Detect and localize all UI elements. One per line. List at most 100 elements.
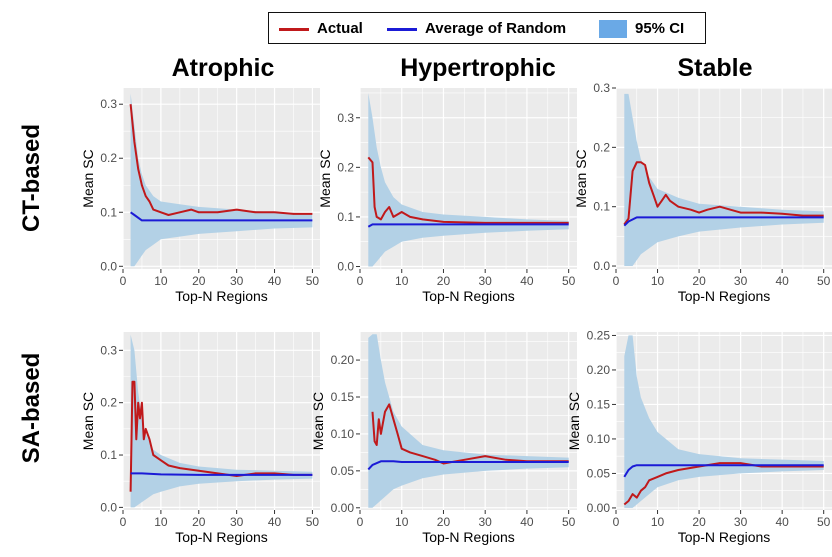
panel-sa-based-atrophic: 0 10 20 30 40 50 0.0 0.1 0.2 0.3 Top-N Regions Mean… <box>80 332 320 545</box>
y-tick-label: 0.0 <box>100 259 117 273</box>
column-title-atrophic: Atrophic <box>171 54 275 82</box>
series-average-of-random-ct-based-hypertrophic <box>367 223 569 228</box>
y-tick-label: 0.05 <box>331 464 355 478</box>
y-tick-label: 0.3 <box>593 81 610 95</box>
y-tick-label: 0.05 <box>587 466 611 480</box>
x-tick-label: 20 <box>192 274 206 288</box>
x-axis-label: Top-N Regions <box>678 529 771 545</box>
y-axis-label: Mean SC <box>317 149 333 207</box>
x-tick-label: 40 <box>268 274 282 288</box>
y-tick-label: 0.20 <box>331 353 355 367</box>
y-axis-label: Mean SC <box>310 392 326 450</box>
x-tick-label: 20 <box>437 274 451 288</box>
ci-band-sa-based-atrophic <box>130 334 313 508</box>
x-tick-label: 50 <box>817 274 831 288</box>
y-axis-label: Mean SC <box>80 149 96 207</box>
x-tick-label: 40 <box>520 515 534 529</box>
y-tick-label: 0.3 <box>100 97 117 111</box>
series-average-of-random-ct-based-atrophic <box>130 211 313 222</box>
y-tick-label: 0.0 <box>337 260 354 274</box>
y-axis-label: Mean SC <box>80 392 96 450</box>
x-tick-label: 20 <box>692 274 706 288</box>
y-tick-label: 0.1 <box>100 205 117 219</box>
y-tick-label: 0.2 <box>337 160 354 174</box>
legend-actual-swatch <box>279 28 309 31</box>
series-actual-ct-based-hypertrophic <box>367 156 569 224</box>
x-tick-label: 0 <box>357 515 364 529</box>
y-tick-label: 0.10 <box>331 427 355 441</box>
series-average-of-random-sa-based-atrophic <box>130 472 313 476</box>
x-axis-label: Top-N Regions <box>175 529 268 545</box>
x-tick-label: 30 <box>734 515 748 529</box>
y-axis-label: Mean SC <box>573 149 589 207</box>
legend-random-swatch <box>387 28 417 31</box>
legend: Actual Average of Random 95% CI <box>268 12 706 44</box>
y-tick-label: 0.0 <box>100 500 117 514</box>
x-tick-label: 30 <box>230 274 244 288</box>
ci-band-ct-based-atrophic <box>130 93 313 267</box>
y-tick-label: 0.2 <box>593 140 610 154</box>
legend-ci-swatch <box>599 20 627 38</box>
panel-sa-based-hypertrophic: 0 10 20 30 40 50 0.00 0.05 0.10 0.15 0.20 Top-N Reg… <box>310 332 577 545</box>
series-actual-sa-based-hypertrophic <box>371 403 569 465</box>
x-tick-label: 50 <box>306 274 320 288</box>
panel-ct-based-atrophic: 0 10 20 30 40 50 0.0 0.1 0.2 0.3 Top-N Regions Mean… <box>80 88 320 304</box>
x-tick-label: 50 <box>306 515 320 529</box>
x-tick-label: 40 <box>268 515 282 529</box>
x-tick-label: 0 <box>357 274 364 288</box>
series-actual-ct-based-stable <box>623 161 824 226</box>
series-actual-ct-based-atrophic <box>129 104 313 216</box>
x-tick-label: 0 <box>120 274 127 288</box>
x-axis-label: Top-N Regions <box>678 288 771 304</box>
x-tick-label: 10 <box>651 274 665 288</box>
y-tick-label: 0.3 <box>337 111 354 125</box>
x-tick-label: 10 <box>651 515 665 529</box>
series-actual-sa-based-stable <box>623 462 824 506</box>
x-tick-label: 20 <box>437 515 451 529</box>
x-tick-label: 30 <box>479 274 493 288</box>
x-tick-label: 30 <box>479 515 493 529</box>
y-tick-label: 0.10 <box>587 432 611 446</box>
y-tick-label: 0.00 <box>331 501 355 515</box>
ci-band-sa-based-hypertrophic <box>368 334 569 508</box>
y-tick-label: 0.15 <box>331 390 355 404</box>
ci-band-ct-based-stable <box>624 93 824 267</box>
y-tick-label: 0.3 <box>100 343 117 357</box>
y-tick-label: 0.25 <box>587 328 611 342</box>
series-average-of-random-sa-based-hypertrophic <box>367 460 569 471</box>
x-tick-label: 40 <box>520 274 534 288</box>
x-tick-label: 50 <box>562 515 576 529</box>
legend-random-label: Average of Random <box>425 20 567 37</box>
y-tick-label: 0.15 <box>587 397 611 411</box>
column-title-hypertrophic: Hypertrophic <box>400 54 556 82</box>
y-tick-label: 0.0 <box>593 259 610 273</box>
x-axis-label: Top-N Regions <box>422 529 515 545</box>
y-tick-label: 0.00 <box>587 501 611 515</box>
y-tick-label: 0.20 <box>587 363 611 377</box>
x-tick-label: 10 <box>395 274 409 288</box>
x-tick-label: 20 <box>192 515 206 529</box>
x-tick-label: 50 <box>817 515 831 529</box>
series-average-of-random-sa-based-stable <box>623 464 824 478</box>
y-tick-label: 0.1 <box>593 200 610 214</box>
panel-sa-based-stable: 0 10 20 30 40 50 0.00 0.05 0.10 0.15 0.20 0.25 Top-N… <box>566 328 832 545</box>
y-axis-label: Mean SC <box>566 392 582 450</box>
x-axis-label: Top-N Regions <box>422 288 515 304</box>
y-tick-label: 0.1 <box>100 448 117 462</box>
x-tick-label: 30 <box>230 515 244 529</box>
x-tick-label: 0 <box>613 515 620 529</box>
x-tick-label: 0 <box>613 274 620 288</box>
x-tick-label: 10 <box>154 274 168 288</box>
x-tick-label: 40 <box>775 274 789 288</box>
x-tick-label: 20 <box>692 515 706 529</box>
panel-ct-based-hypertrophic: 0 10 20 30 40 50 0.0 0.1 0.2 0.3 Top-N Regions Mean… <box>317 88 577 304</box>
legend-actual-label: Actual <box>317 20 363 37</box>
y-tick-label: 0.2 <box>100 396 117 410</box>
column-title-stable: Stable <box>677 54 753 82</box>
x-axis-label: Top-N Regions <box>175 288 268 304</box>
x-tick-label: 0 <box>120 515 127 529</box>
x-tick-label: 10 <box>154 515 168 529</box>
y-tick-label: 0.2 <box>100 151 117 165</box>
